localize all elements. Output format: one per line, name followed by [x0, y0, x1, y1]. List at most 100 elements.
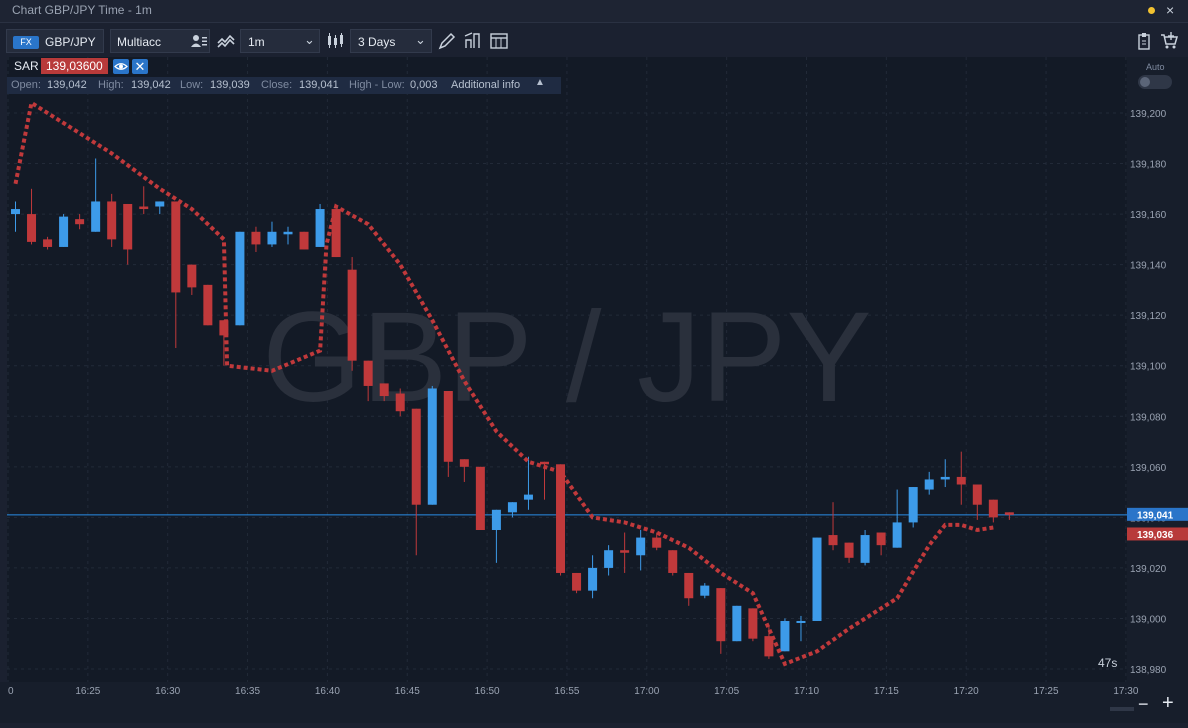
candle: [620, 532, 630, 573]
instrument-selector[interactable]: FX GBP/JPY: [6, 29, 104, 53]
candle-body: [1004, 512, 1014, 515]
indicator-name: SAR: [14, 59, 39, 73]
candle-body: [331, 209, 341, 258]
candle-body: [507, 502, 517, 513]
price-axis[interactable]: 139,200 139,180 139,160 139,140 139,120 139,1…: [1127, 57, 1188, 682]
x-tick-label: 0: [8, 686, 14, 697]
status-dot-icon: [1148, 7, 1155, 14]
candle: [331, 209, 341, 258]
candles-layer: [11, 158, 1014, 659]
candle: [283, 226, 293, 245]
account-user-icon: [191, 35, 207, 47]
candle: [251, 226, 261, 252]
open-label: Open:: [11, 79, 41, 91]
candle-body: [171, 201, 181, 293]
timeframe-selector[interactable]: 1m ⌄: [240, 29, 320, 53]
sar-price-label: 139,036: [1137, 530, 1174, 541]
pencil-icon[interactable]: [437, 31, 457, 51]
candle-body: [27, 214, 37, 242]
chevron-up-icon[interactable]: ▲: [535, 77, 545, 88]
candle: [411, 408, 421, 556]
candle: [636, 529, 646, 571]
candle: [684, 572, 694, 606]
candle: [556, 464, 566, 576]
window-title: Chart GBP/JPY Time - 1m: [12, 3, 152, 17]
x-tick-label: 17:05: [714, 686, 739, 697]
candle: [668, 550, 678, 576]
indicators-icon[interactable]: [216, 31, 236, 51]
auto-scale-toggle[interactable]: [1138, 75, 1172, 89]
candle-body: [315, 209, 325, 247]
candle-body: [908, 487, 918, 523]
x-tick-label: 16:25: [75, 686, 100, 697]
timeframe-label: 1m: [248, 35, 265, 49]
drawing-tools-icon[interactable]: [463, 31, 483, 51]
watermark: GBP / JPY: [262, 286, 871, 429]
candle-body: [427, 388, 437, 505]
x-tick-label: 16:50: [475, 686, 500, 697]
time-axis[interactable]: 0 16:25 16:30 16:35 16:40 16:45 16:50 16:55 17:0…: [0, 682, 1188, 723]
close-value: 139,041: [299, 79, 339, 91]
y-tick-label: 139,080: [1130, 412, 1167, 423]
y-tick-label: 139,000: [1130, 614, 1167, 625]
candle: [796, 615, 806, 642]
cart-icon[interactable]: [1159, 31, 1179, 51]
candle-body: [155, 201, 165, 207]
candle: [956, 451, 966, 505]
y-tick-label: 139,060: [1130, 463, 1167, 474]
additional-info-toggle[interactable]: Additional info: [451, 79, 521, 91]
candle-body: [588, 567, 598, 591]
candle: [588, 555, 598, 599]
chart-template-icon[interactable]: [489, 31, 509, 51]
period-selector[interactable]: 3 Days ⌄: [350, 29, 432, 53]
candle: [443, 390, 453, 477]
candle-body: [43, 239, 53, 247]
scrollbar-thumb[interactable]: [1110, 707, 1134, 711]
candle-body: [523, 494, 533, 500]
candle: [139, 186, 149, 215]
open-value: 139,042: [47, 79, 87, 91]
candle-body: [203, 284, 213, 326]
candle-body: [668, 550, 678, 573]
candle-body: [123, 203, 133, 250]
close-icon[interactable]: ×: [1166, 2, 1175, 18]
zoom-in-icon[interactable]: +: [1162, 692, 1174, 714]
candle-body: [11, 209, 20, 215]
zoom-out-icon[interactable]: −: [1138, 694, 1149, 714]
candle-type-icon[interactable]: [325, 31, 345, 51]
chart-plot-area[interactable]: GBP / JPY: [7, 57, 1127, 682]
x-tick-label: 17:10: [794, 686, 819, 697]
range-value: 0,003: [410, 79, 438, 91]
low-label: Low:: [180, 79, 204, 91]
candle: [187, 264, 197, 295]
candlestick-chart[interactable]: GBP / JPY: [7, 57, 1127, 682]
candle: [155, 201, 165, 215]
remove-indicator-icon[interactable]: ✕: [132, 59, 148, 74]
candle: [924, 471, 934, 495]
candle: [299, 231, 309, 250]
candle: [203, 284, 213, 326]
candle: [379, 383, 389, 402]
x-tick-label: 17:30: [1113, 686, 1138, 697]
x-tick-label: 16:30: [155, 686, 180, 697]
account-label: Multiacc: [117, 35, 162, 49]
candle-body: [251, 231, 261, 245]
candle: [171, 201, 181, 349]
window-titlebar: Chart GBP/JPY Time - 1m ×: [0, 0, 1188, 23]
eye-icon[interactable]: [113, 59, 129, 74]
candle: [523, 456, 533, 510]
candle-body: [107, 201, 117, 240]
candle: [700, 583, 710, 599]
candle: [507, 502, 517, 518]
candle: [780, 618, 790, 652]
account-selector[interactable]: Multiacc: [110, 29, 210, 53]
candle: [123, 203, 133, 265]
candle: [267, 221, 277, 247]
candle: [11, 201, 20, 232]
indicator-value: 139,03600: [41, 58, 108, 74]
candle: [59, 214, 69, 247]
candle-body: [459, 459, 469, 467]
candle-body: [539, 461, 549, 465]
x-tick-label: 16:55: [554, 686, 579, 697]
clipboard-icon[interactable]: [1134, 31, 1154, 51]
